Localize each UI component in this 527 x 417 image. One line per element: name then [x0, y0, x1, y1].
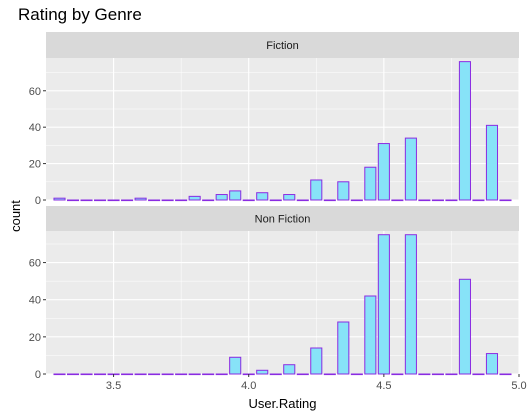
y-axis-title: count	[8, 200, 23, 232]
histogram-bar	[175, 373, 188, 376]
histogram-bar	[472, 373, 485, 376]
y-tick-label: 20	[29, 159, 41, 171]
x-axis-title: User.Rating	[249, 396, 317, 411]
histogram-bar	[485, 124, 499, 201]
histogram-bar	[323, 373, 336, 376]
histogram-bar	[188, 195, 201, 201]
histogram-bar	[53, 373, 66, 376]
histogram-bar	[215, 373, 228, 376]
histogram-bar	[364, 166, 377, 201]
histogram-bar	[80, 199, 93, 202]
histogram-bar	[472, 199, 485, 202]
histogram-bar	[418, 373, 431, 376]
histogram-bar	[391, 199, 404, 202]
histogram-bar	[134, 373, 147, 376]
histogram-bar	[499, 199, 512, 202]
histogram-bar	[256, 192, 269, 201]
histogram-bar	[215, 194, 228, 201]
histogram-bar	[94, 373, 107, 376]
histogram-bar	[296, 373, 309, 376]
histogram-bar	[269, 373, 282, 376]
x-tick-label: 4.5	[376, 380, 391, 392]
histogram-bar	[94, 199, 107, 202]
histogram-bar	[107, 199, 120, 202]
y-tick-label: 40	[29, 122, 41, 134]
histogram-bar	[485, 353, 499, 375]
histogram-bar	[377, 234, 390, 375]
facet-label: Fiction	[266, 40, 298, 52]
x-tick-label: 3.5	[106, 380, 121, 392]
histogram-bar	[53, 197, 66, 201]
histogram-bar	[431, 199, 444, 202]
histogram-bar	[377, 143, 390, 201]
histogram-bar	[445, 199, 458, 202]
histogram-bar	[445, 373, 458, 376]
histogram-bar	[337, 321, 350, 375]
histogram-bar	[242, 199, 255, 202]
histogram-bar	[350, 199, 363, 202]
histogram-bar	[310, 179, 323, 201]
histogram-bar	[80, 373, 93, 376]
histogram-bar	[188, 373, 201, 376]
histogram-bar	[148, 199, 161, 202]
panel-background	[46, 58, 519, 200]
facet-label: Non Fiction	[255, 214, 311, 226]
y-tick-label: 60	[29, 258, 41, 270]
histogram-bar	[499, 373, 512, 376]
histogram-bar	[175, 199, 188, 202]
y-tick-label: 60	[29, 86, 41, 98]
histogram-bar	[404, 137, 417, 201]
chart-title: Rating by Genre	[18, 5, 142, 24]
histogram-bar	[458, 278, 471, 375]
facet-strip	[46, 206, 519, 231]
y-tick-label: 40	[29, 295, 41, 307]
histogram-bar	[161, 199, 174, 202]
histogram-bar	[161, 373, 174, 376]
histogram-bar	[256, 369, 269, 375]
histogram-bar	[202, 199, 215, 202]
facet-strip	[46, 32, 519, 58]
histogram-bar	[66, 373, 80, 376]
histogram-bar	[337, 181, 350, 201]
histogram-bar	[121, 199, 134, 202]
histogram-bar	[296, 199, 309, 202]
y-tick-label: 20	[29, 332, 41, 344]
histogram-bar	[148, 373, 161, 376]
histogram-bar	[458, 61, 471, 201]
histogram-bar	[229, 190, 242, 201]
x-tick-label: 4.0	[241, 380, 256, 392]
histogram-bar	[283, 364, 296, 375]
histogram-bar	[229, 356, 242, 375]
histogram-bar	[391, 373, 404, 376]
histogram-bar	[404, 234, 417, 375]
histogram-bar	[323, 199, 336, 202]
histogram-bar	[310, 347, 323, 375]
histogram-bar	[283, 194, 296, 201]
histogram-bar	[269, 199, 282, 202]
panel-background	[46, 231, 519, 374]
histogram-bar	[364, 295, 377, 375]
y-tick-label: 0	[35, 369, 41, 381]
histogram-bar	[350, 373, 363, 376]
histogram-bar	[66, 199, 80, 202]
histogram-bar	[418, 199, 431, 202]
histogram-bar	[134, 197, 147, 201]
histogram-bar	[121, 373, 134, 376]
x-tick-label: 5.0	[511, 380, 526, 392]
y-tick-label: 0	[35, 195, 41, 207]
histogram-bar	[431, 373, 444, 376]
histogram-bar	[202, 373, 215, 376]
